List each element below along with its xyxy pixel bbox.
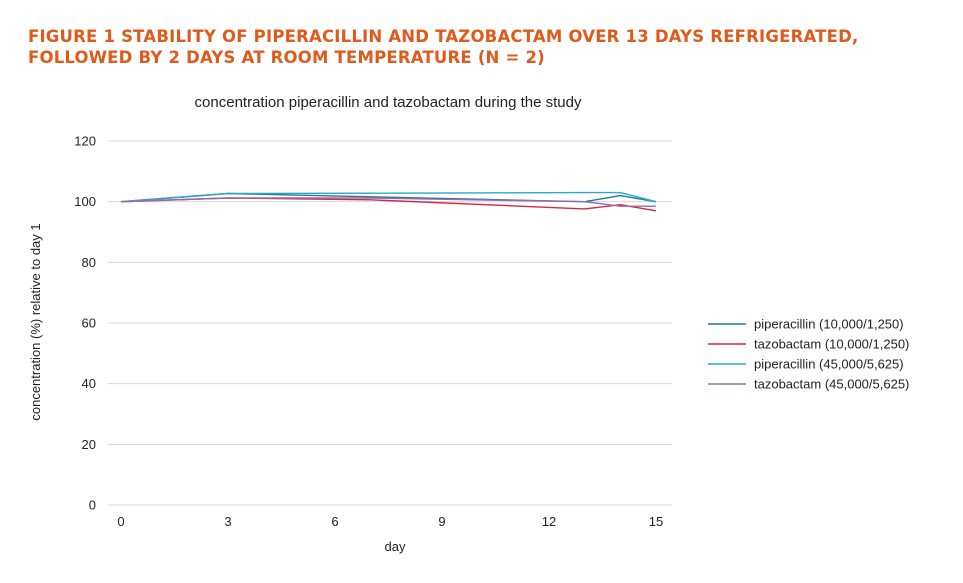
figure-title: FIGURE 1 STABILITY OF PIPERACILLIN AND T… [28, 27, 859, 67]
x-tick-label-0: 0 [117, 514, 124, 529]
legend-label-2: tazobactam (10,000/1,250) [754, 337, 909, 352]
y-tick-label-100: 100 [74, 194, 96, 209]
y-axis-label: concentration (%) relative to day 1 [28, 223, 43, 420]
x-axis-label: day [385, 539, 406, 554]
y-tick-label-60: 60 [82, 316, 96, 331]
legend-label-1: piperacillin (10,000/1,250) [754, 317, 904, 332]
y-tick-label-80: 80 [82, 255, 96, 270]
series-lines [120, 191, 657, 212]
y-tick-label-120: 120 [74, 134, 96, 149]
y-axis-ticks: 0 20 40 60 80 100 120 [74, 134, 96, 513]
y-tick-label-40: 40 [82, 376, 96, 391]
x-axis-ticks: 0 3 6 9 12 15 [117, 514, 663, 529]
chart-title: concentration piperacillin and tazobacta… [195, 94, 582, 111]
series-line-4 [120, 197, 656, 207]
y-tick-label-20: 20 [82, 437, 96, 452]
legend: piperacillin (10,000/1,250) tazobactam (1… [708, 317, 909, 392]
series-line-2 [120, 197, 657, 212]
y-tick-label-0: 0 [89, 498, 96, 513]
legend-label-4: tazobactam (45,000/5,625) [754, 377, 909, 392]
x-tick-label-3: 3 [224, 514, 231, 529]
x-tick-label-15: 15 [649, 514, 663, 529]
legend-label-3: piperacillin (45,000/5,625) [754, 357, 904, 372]
gridlines [108, 140, 672, 506]
x-tick-label-6: 6 [331, 514, 338, 529]
x-tick-label-12: 12 [542, 514, 556, 529]
x-tick-label-9: 9 [438, 514, 445, 529]
series-line-3 [120, 191, 657, 203]
